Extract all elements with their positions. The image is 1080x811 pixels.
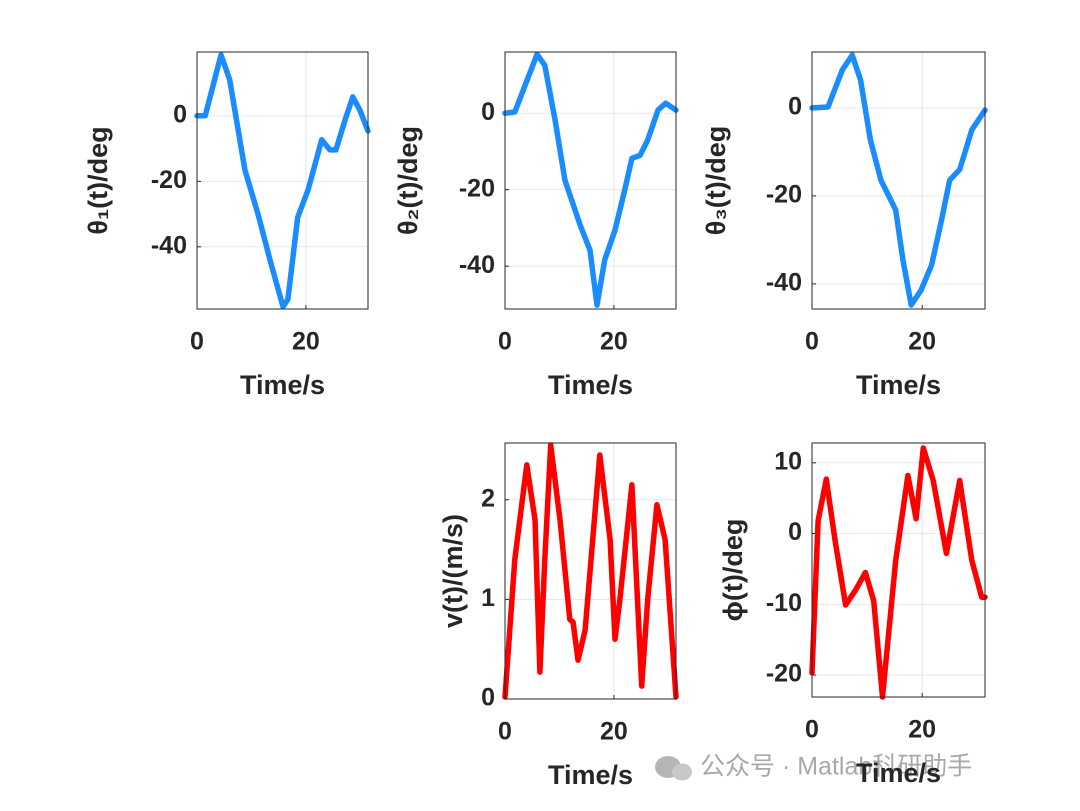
data-line — [809, 52, 988, 308]
y-tick-label: -40 — [766, 269, 802, 297]
x-axis-label: Time/s — [856, 758, 941, 788]
y-tick-label: 2 — [481, 484, 495, 512]
axes-frame — [811, 51, 986, 310]
y-tick-label: -20 — [459, 174, 495, 202]
x-tick-label: 20 — [600, 718, 628, 746]
x-tick-label: 0 — [498, 718, 512, 746]
y-tick-label: 0 — [173, 100, 187, 128]
y-axis-label: θ₃(t)/deg — [701, 126, 731, 236]
axes-frame — [196, 51, 369, 310]
data-line — [809, 445, 988, 700]
y-tick-label: -10 — [766, 589, 802, 617]
y-tick-label: -20 — [151, 166, 187, 194]
axes-frame — [504, 51, 677, 310]
x-axis-label: Time/s — [240, 370, 325, 400]
y-tick-label: -40 — [151, 231, 187, 259]
watermark: 公众号 · Matlab科研助手 — [700, 753, 972, 781]
axes-frame — [504, 442, 677, 700]
y-axis-label: θ₂(t)/deg — [393, 126, 423, 235]
data-line — [194, 52, 371, 310]
y-tick-label: 0 — [788, 518, 802, 546]
y-tick-label: -40 — [459, 251, 495, 279]
x-tick-label: 20 — [600, 328, 628, 356]
x-tick-label: 20 — [908, 328, 936, 356]
data-line — [502, 442, 679, 700]
x-tick-label: 0 — [805, 716, 819, 744]
x-tick-label: 20 — [292, 328, 320, 356]
axes-background — [812, 52, 985, 309]
y-tick-label: 0 — [788, 92, 802, 120]
x-tick-label: 20 — [908, 716, 936, 744]
y-axis-label: v(t)/(m/s) — [438, 514, 468, 628]
x-tick-label: 0 — [498, 328, 512, 356]
y-tick-label: -20 — [766, 181, 802, 209]
y-axis-label: ϕ(t)/deg — [718, 519, 748, 622]
x-axis-label: Time/s — [548, 760, 633, 790]
y-tick-label: 0 — [481, 684, 495, 712]
y-tick-label: 1 — [481, 584, 495, 612]
x-axis-label: Time/s — [856, 370, 941, 400]
watermark-icon — [655, 756, 692, 781]
axes-frame — [811, 442, 986, 698]
data-line — [502, 51, 679, 308]
y-tick-label: 10 — [774, 447, 802, 475]
x-tick-label: 0 — [805, 328, 819, 356]
x-tick-label: 0 — [190, 328, 204, 356]
y-tick-label: 0 — [481, 98, 495, 126]
x-axis-label: Time/s — [548, 370, 633, 400]
y-axis-label: θ₁(t)/deg — [83, 126, 113, 234]
axes-background — [197, 52, 368, 309]
y-tick-label: -20 — [766, 660, 802, 688]
